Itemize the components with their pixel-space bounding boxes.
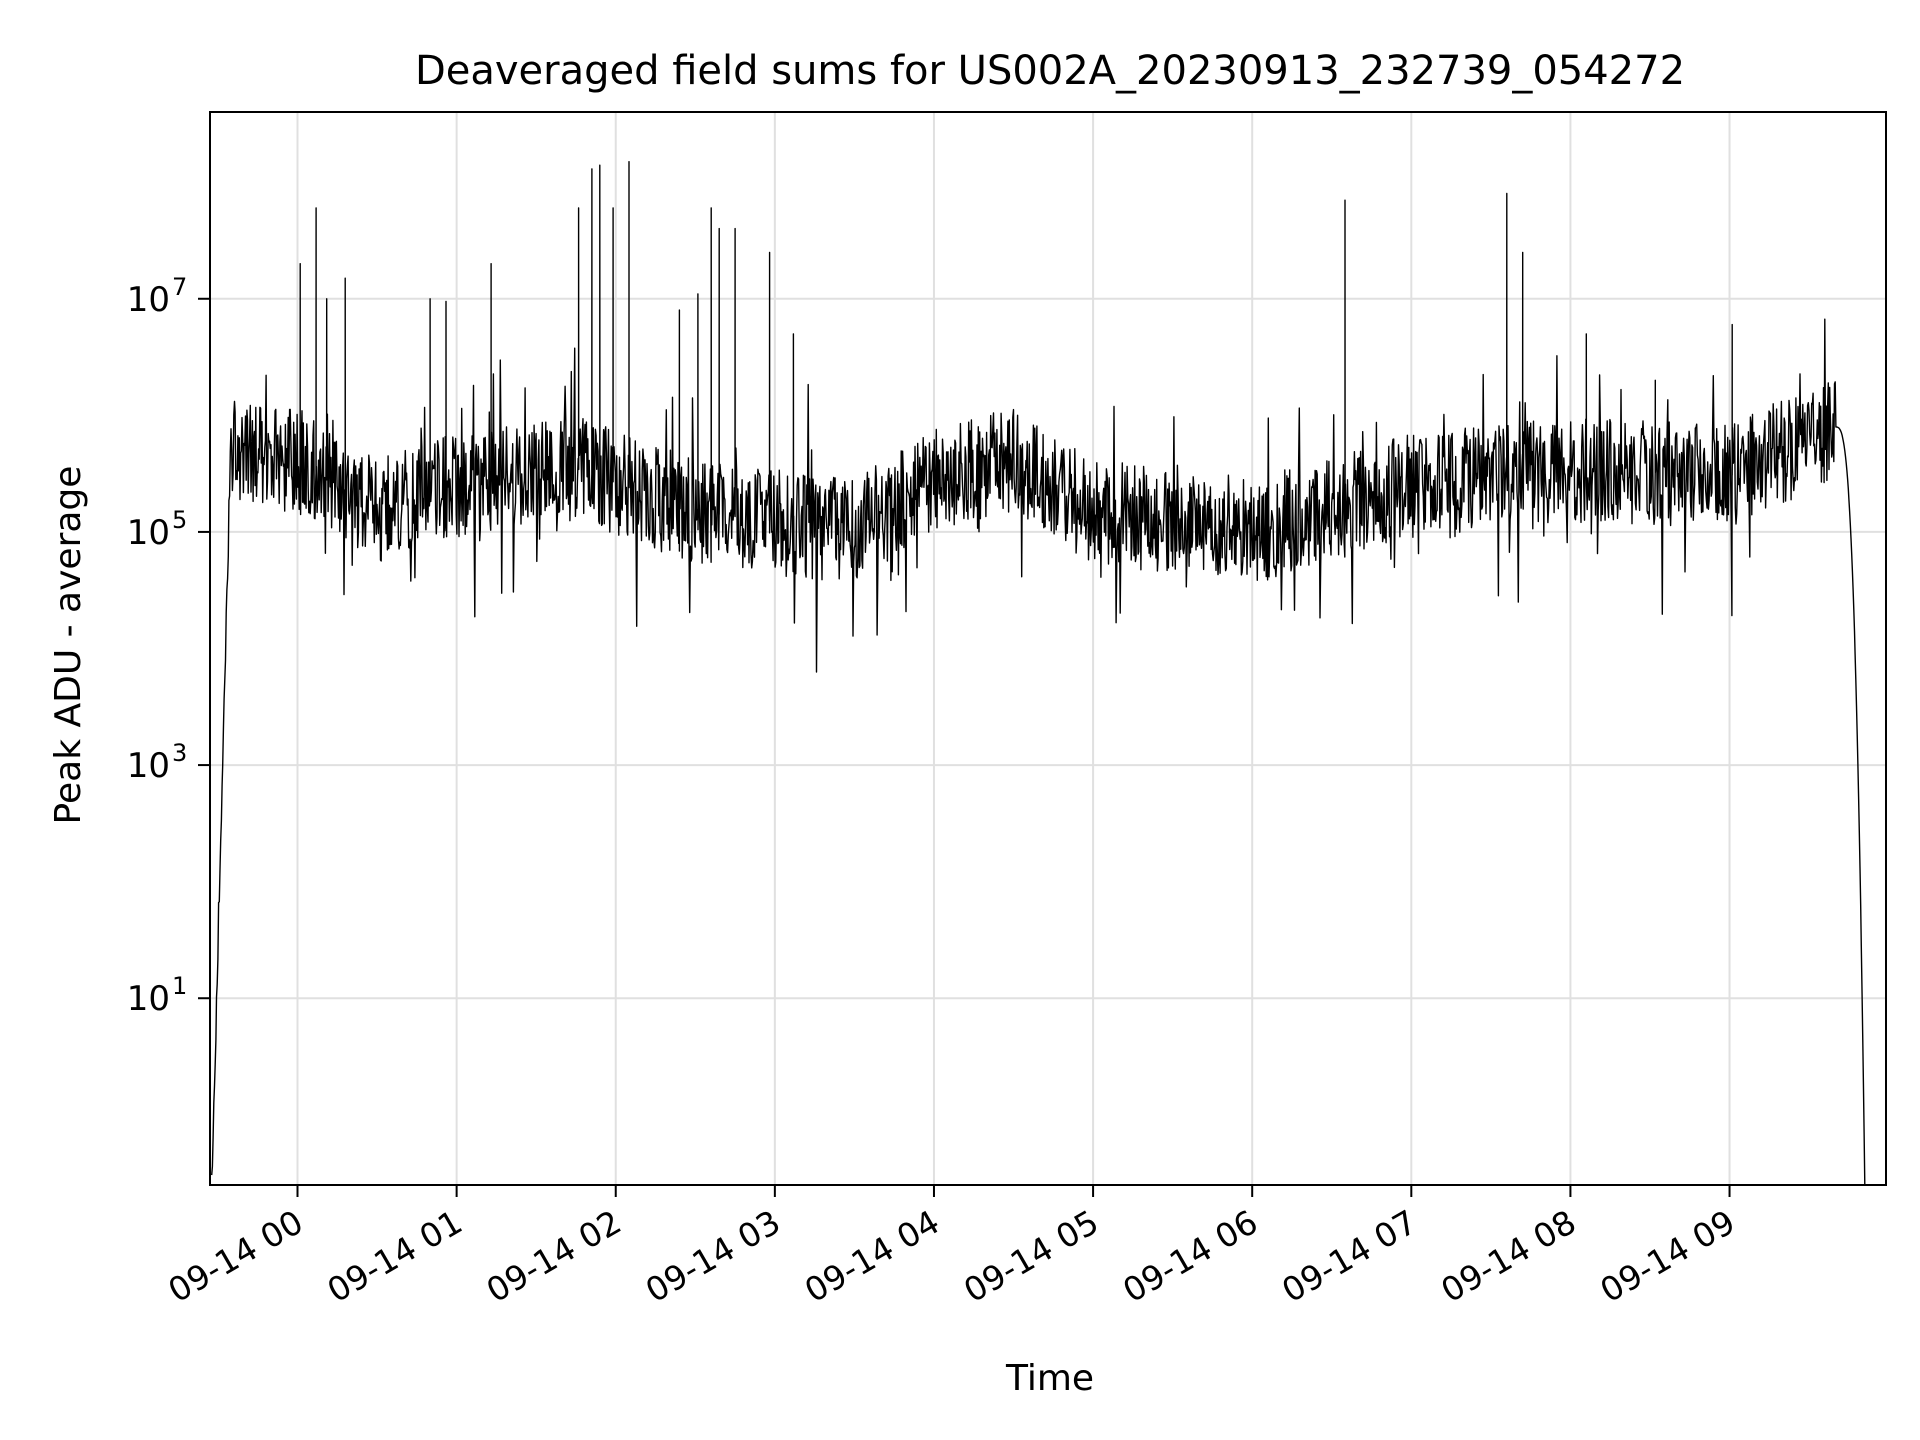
y-tick-exponent: 3 <box>172 739 187 767</box>
y-tick-label: 10 <box>127 746 170 786</box>
y-tick-exponent: 5 <box>172 506 187 534</box>
x-axis-label: Time <box>1005 1358 1094 1399</box>
plot-frame <box>209 111 1887 1186</box>
data-line-group <box>211 161 1866 1185</box>
y-tick-exponent: 1 <box>172 972 187 1000</box>
y-tick-exponent: 7 <box>172 273 187 301</box>
grid <box>210 112 1886 1185</box>
series-line <box>211 161 1866 1185</box>
chart-title: Deaveraged field sums for US002A_2023091… <box>415 48 1685 94</box>
y-tick-label: 10 <box>127 979 170 1019</box>
y-axis-label: Peak ADU - average <box>48 466 89 825</box>
y-tick-label: 10 <box>127 513 170 553</box>
y-tick-label: 10 <box>127 280 170 320</box>
